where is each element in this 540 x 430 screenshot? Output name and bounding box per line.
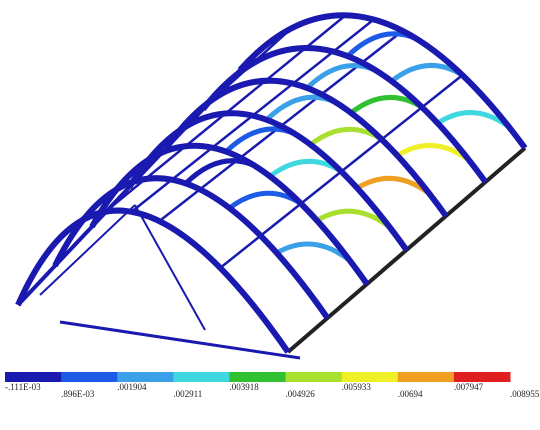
legend-label: .001904 <box>117 382 147 392</box>
legend-band <box>342 372 399 382</box>
color-legend: -.111E-03 .896E-03 .001904 .002911 .003918 .0… <box>5 372 540 399</box>
legend-band <box>229 372 286 382</box>
legend-label: .002911 <box>173 389 202 399</box>
legend-band <box>61 372 118 382</box>
legend-label: .896E-03 <box>61 389 95 399</box>
legend-label: .008955 <box>510 389 540 399</box>
legend-label: -.111E-03 <box>5 382 41 392</box>
contour-view: -.111E-03 .896E-03 .001904 .002911 .003918 .0… <box>0 0 540 430</box>
legend-label: .004926 <box>286 389 316 399</box>
legend-label: .003918 <box>229 382 259 392</box>
legend-band <box>117 372 174 382</box>
legend-band <box>454 372 511 382</box>
legend-band <box>5 372 62 382</box>
base-beam <box>60 322 300 358</box>
secondary-rib <box>307 65 377 87</box>
legend-label: .00694 <box>398 389 423 399</box>
legend-band <box>398 372 455 382</box>
legend-band <box>173 372 230 382</box>
legend-band <box>286 372 343 382</box>
main-arch <box>18 211 288 352</box>
structure-model <box>18 15 525 358</box>
legend-label: .005933 <box>342 382 372 392</box>
legend-label: .007947 <box>454 382 484 392</box>
secondary-rib <box>348 34 418 56</box>
